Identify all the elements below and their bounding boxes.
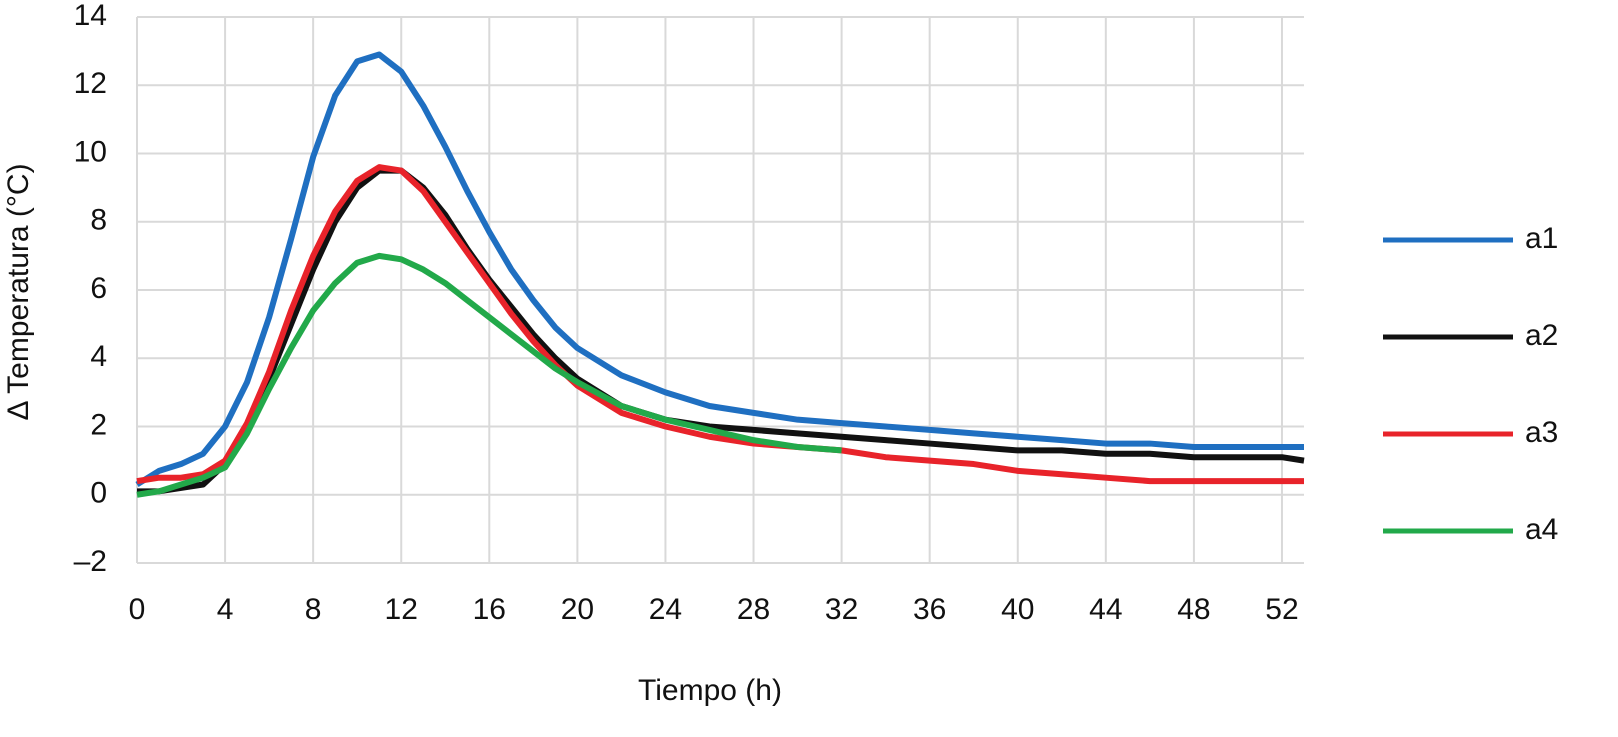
x-tick-label: 40	[1001, 593, 1034, 626]
x-tick-label: 44	[1089, 593, 1122, 626]
x-axis-label: Tiempo (h)	[638, 674, 782, 707]
legend-label: a4	[1525, 513, 1558, 546]
x-tick-label: 4	[217, 593, 234, 626]
y-tick-label: 10	[74, 135, 107, 168]
y-axis-label: Δ Temperatura (°C)	[2, 163, 35, 420]
y-tick-label: 8	[90, 204, 107, 237]
x-tick-label: 16	[473, 593, 506, 626]
x-tick-label: 0	[129, 593, 146, 626]
x-tick-label: 36	[913, 593, 946, 626]
y-tick-label: 14	[74, 0, 107, 32]
x-tick-label: 20	[561, 593, 594, 626]
y-tick-label: –2	[74, 545, 107, 578]
legend-label: a1	[1525, 222, 1558, 255]
y-tick-label: 4	[90, 340, 107, 373]
legend-label: a2	[1525, 319, 1558, 352]
x-tick-label: 32	[825, 593, 858, 626]
y-tick-label: 12	[74, 67, 107, 100]
x-tick-label: 24	[649, 593, 682, 626]
x-tick-label: 12	[385, 593, 418, 626]
legend-label: a3	[1525, 416, 1558, 449]
series-line	[136, 164, 1304, 485]
x-tick-label: 48	[1177, 593, 1210, 626]
y-tick-label: 0	[90, 477, 107, 510]
x-tick-label: 8	[305, 593, 322, 626]
y-tick-label: 2	[90, 408, 107, 441]
series-line	[135, 51, 1304, 488]
series-line	[136, 252, 842, 498]
y-tick-label: 6	[90, 272, 107, 305]
x-tick-label: 28	[737, 593, 770, 626]
x-tick-label: 52	[1265, 593, 1298, 626]
